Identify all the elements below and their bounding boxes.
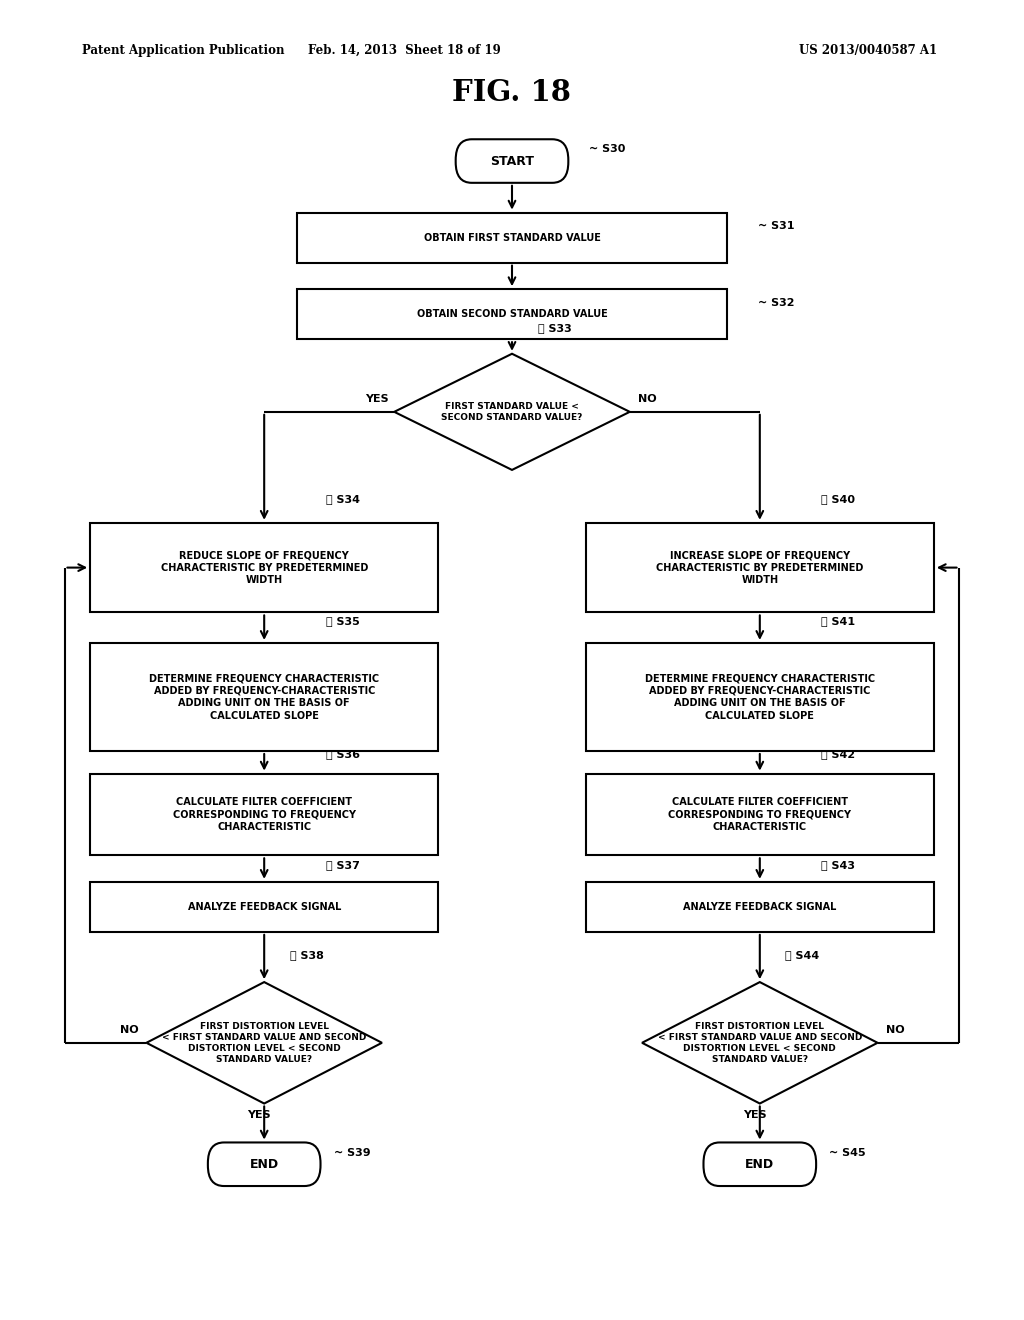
Text: ~ S31: ~ S31 (758, 220, 795, 231)
Text: FIG. 18: FIG. 18 (453, 78, 571, 107)
Text: ⤲ S44: ⤲ S44 (785, 949, 819, 960)
Text: FIRST DISTORTION LEVEL
< FIRST STANDARD VALUE AND SECOND
DISTORTION LEVEL < SECO: FIRST DISTORTION LEVEL < FIRST STANDARD … (657, 1022, 862, 1064)
Text: ~ S45: ~ S45 (829, 1147, 866, 1158)
Text: OBTAIN SECOND STANDARD VALUE: OBTAIN SECOND STANDARD VALUE (417, 309, 607, 319)
FancyBboxPatch shape (586, 523, 934, 612)
Text: NO: NO (638, 393, 656, 404)
Text: NO: NO (120, 1024, 138, 1035)
Text: ANALYZE FEEDBACK SIGNAL: ANALYZE FEEDBACK SIGNAL (683, 902, 837, 912)
FancyBboxPatch shape (90, 882, 438, 932)
Polygon shape (394, 354, 630, 470)
Text: ⤲ S36: ⤲ S36 (326, 748, 359, 759)
Text: ANALYZE FEEDBACK SIGNAL: ANALYZE FEEDBACK SIGNAL (187, 902, 341, 912)
Text: OBTAIN FIRST STANDARD VALUE: OBTAIN FIRST STANDARD VALUE (424, 232, 600, 243)
Text: INCREASE SLOPE OF FREQUENCY
CHARACTERISTIC BY PREDETERMINED
WIDTH: INCREASE SLOPE OF FREQUENCY CHARACTERIST… (656, 550, 863, 585)
Text: END: END (250, 1158, 279, 1171)
FancyBboxPatch shape (586, 882, 934, 932)
Text: END: END (745, 1158, 774, 1171)
Text: ⤲ S33: ⤲ S33 (538, 322, 571, 333)
Text: ⤲ S37: ⤲ S37 (326, 859, 359, 870)
Text: FIRST STANDARD VALUE <
SECOND STANDARD VALUE?: FIRST STANDARD VALUE < SECOND STANDARD V… (441, 401, 583, 422)
Text: DETERMINE FREQUENCY CHARACTERISTIC
ADDED BY FREQUENCY-CHARACTERISTIC
ADDING UNIT: DETERMINE FREQUENCY CHARACTERISTIC ADDED… (645, 673, 874, 721)
Text: FIRST DISTORTION LEVEL
< FIRST STANDARD VALUE AND SECOND
DISTORTION LEVEL < SECO: FIRST DISTORTION LEVEL < FIRST STANDARD … (162, 1022, 367, 1064)
Text: CALCULATE FILTER COEFFICIENT
CORRESPONDING TO FREQUENCY
CHARACTERISTIC: CALCULATE FILTER COEFFICIENT CORRESPONDI… (173, 797, 355, 832)
FancyBboxPatch shape (208, 1142, 321, 1185)
Polygon shape (146, 982, 382, 1104)
Text: CALCULATE FILTER COEFFICIENT
CORRESPONDING TO FREQUENCY
CHARACTERISTIC: CALCULATE FILTER COEFFICIENT CORRESPONDI… (669, 797, 851, 832)
Text: YES: YES (742, 1110, 767, 1121)
Text: ⤲ S34: ⤲ S34 (326, 494, 359, 504)
FancyBboxPatch shape (297, 289, 727, 339)
Text: ~ S39: ~ S39 (334, 1147, 371, 1158)
Text: YES: YES (366, 393, 389, 404)
Text: ~ S32: ~ S32 (758, 297, 795, 308)
FancyBboxPatch shape (586, 774, 934, 855)
Text: ⤲ S40: ⤲ S40 (821, 494, 855, 504)
Text: Patent Application Publication: Patent Application Publication (82, 44, 285, 57)
Text: ⤲ S43: ⤲ S43 (821, 859, 855, 870)
Text: YES: YES (247, 1110, 271, 1121)
FancyBboxPatch shape (90, 643, 438, 751)
Text: REDUCE SLOPE OF FREQUENCY
CHARACTERISTIC BY PREDETERMINED
WIDTH: REDUCE SLOPE OF FREQUENCY CHARACTERISTIC… (161, 550, 368, 585)
FancyBboxPatch shape (90, 523, 438, 612)
Text: ⤲ S41: ⤲ S41 (821, 615, 855, 626)
Polygon shape (642, 982, 878, 1104)
FancyBboxPatch shape (586, 643, 934, 751)
Text: ⤲ S35: ⤲ S35 (326, 615, 359, 626)
FancyBboxPatch shape (297, 213, 727, 263)
Text: NO: NO (886, 1024, 904, 1035)
FancyBboxPatch shape (456, 140, 568, 182)
Text: DETERMINE FREQUENCY CHARACTERISTIC
ADDED BY FREQUENCY-CHARACTERISTIC
ADDING UNIT: DETERMINE FREQUENCY CHARACTERISTIC ADDED… (150, 673, 379, 721)
Text: Feb. 14, 2013  Sheet 18 of 19: Feb. 14, 2013 Sheet 18 of 19 (308, 44, 501, 57)
Text: ~ S30: ~ S30 (589, 144, 626, 154)
Text: ⤲ S42: ⤲ S42 (821, 748, 855, 759)
FancyBboxPatch shape (703, 1142, 816, 1185)
Text: US 2013/0040587 A1: US 2013/0040587 A1 (799, 44, 937, 57)
Text: ⤲ S38: ⤲ S38 (290, 949, 324, 960)
FancyBboxPatch shape (90, 774, 438, 855)
Text: START: START (490, 154, 534, 168)
